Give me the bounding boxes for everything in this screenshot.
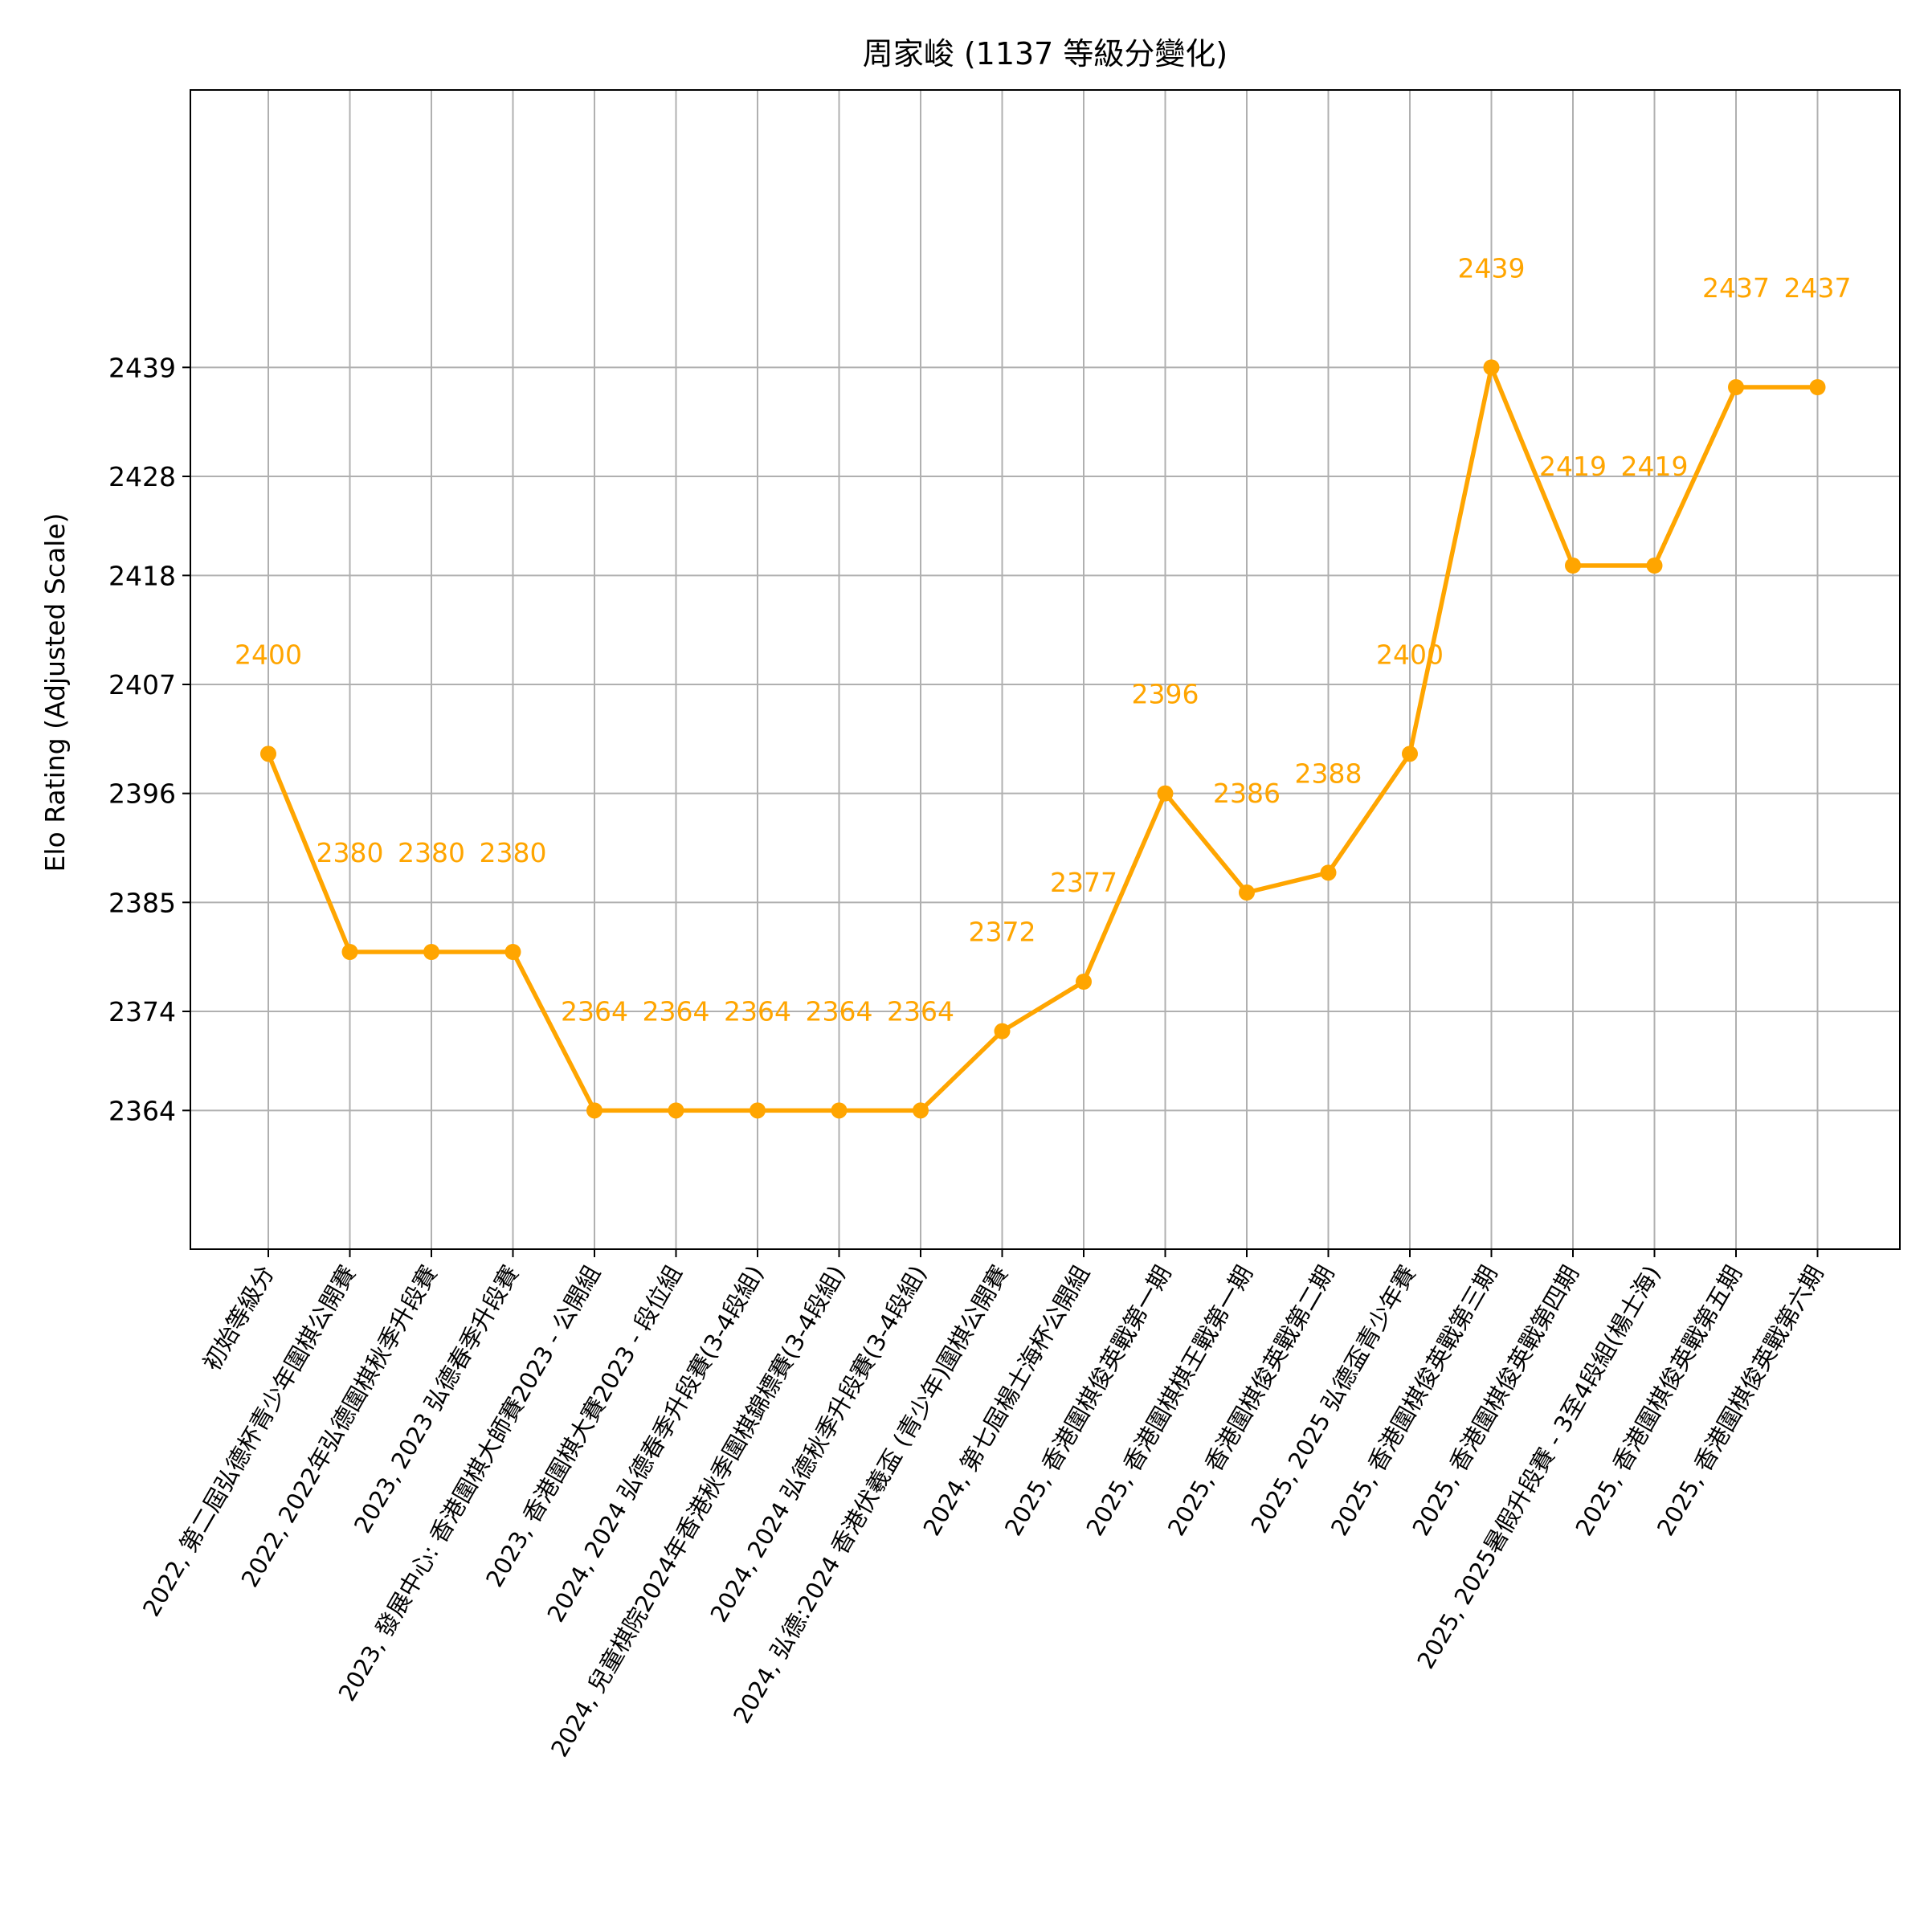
- data-label: 2380: [480, 837, 547, 868]
- x-tick-label: 初始等級分: [198, 1261, 280, 1376]
- data-label: 2364: [724, 995, 791, 1027]
- data-point: [260, 745, 276, 762]
- x-tick-label: 2025, 香港圍棋俊英戰第四期: [1407, 1261, 1584, 1541]
- data-point: [668, 1102, 684, 1119]
- data-label: 2388: [1295, 758, 1362, 789]
- data-point: [1728, 379, 1744, 395]
- series-line: [266, 365, 1818, 1113]
- y-tick-label: 2374: [108, 996, 176, 1027]
- data-label: 2364: [643, 995, 710, 1027]
- x-tick-label: 2025, 香港圍棋俊英戰第三期: [1326, 1261, 1503, 1541]
- data-label: 2396: [1132, 679, 1199, 710]
- data-label: 2400: [1376, 639, 1444, 670]
- data-label: 2380: [398, 837, 465, 868]
- y-tick-label: 2428: [108, 461, 176, 492]
- data-point: [994, 1023, 1011, 1040]
- data-label: 2372: [969, 917, 1036, 948]
- data-point: [1320, 864, 1337, 881]
- y-tick-label: 2439: [108, 352, 176, 383]
- data-label: 2400: [235, 639, 302, 670]
- x-tick-label: 2025, 香港圍棋俊英戰第六期: [1652, 1261, 1829, 1541]
- x-tick-label: 2023, 2023 弘德春季升段賽: [349, 1261, 525, 1538]
- data-label: 2437: [1784, 272, 1852, 304]
- data-label: 2364: [561, 995, 628, 1027]
- data-point: [423, 944, 439, 960]
- data-label: 2364: [887, 995, 954, 1027]
- x-tick-label: 2024, 兒童棋院2024年香港秋季圍棋錦標賽(3-4段組): [545, 1261, 850, 1762]
- y-axis-label: Elo Rating (Adjusted Scale): [39, 513, 71, 872]
- data-label: 2419: [1539, 451, 1607, 482]
- x-tick-label: 2025, 香港圍棋俊英戰第五期: [1570, 1261, 1747, 1541]
- data-label: 2377: [1050, 867, 1117, 898]
- data-point: [913, 1102, 929, 1119]
- y-tick-label: 2364: [108, 1095, 176, 1126]
- x-tick-label: 2025, 2025 弘德盃青少年賽: [1245, 1261, 1421, 1538]
- data-label: 2386: [1213, 778, 1281, 809]
- data-point: [1483, 359, 1500, 376]
- y-tick-label: 2385: [108, 887, 176, 918]
- data-point: [341, 944, 358, 960]
- y-tick-label: 2396: [108, 778, 176, 810]
- data-labels: 2400 2380 2380 2380 2364 2364 2364 2364 2364 2372…: [235, 252, 1851, 1027]
- data-point: [1565, 558, 1581, 574]
- data-point: [1239, 884, 1255, 901]
- data-label: 2437: [1702, 272, 1770, 304]
- data-point: [504, 944, 521, 960]
- x-tick-label: 2024, 第七屆楊士海杯公開組: [917, 1261, 1095, 1541]
- y-tick-label: 2407: [108, 669, 176, 701]
- data-point: [750, 1102, 766, 1119]
- chart-title: 周家峻 (1137 等級分變化): [863, 36, 1228, 71]
- data-label: 2419: [1621, 451, 1689, 482]
- grid-lines: [190, 90, 1900, 1249]
- data-point: [1157, 785, 1174, 802]
- plot-area-frame: [190, 89, 1901, 1250]
- data-point: [831, 1102, 848, 1119]
- data-point: [1076, 974, 1092, 990]
- y-tick-label: 2418: [108, 560, 176, 591]
- x-tick-label: 2025, 香港圍棋俊英戰第一期: [999, 1261, 1177, 1541]
- data-point: [1646, 558, 1663, 574]
- x-tick-label: 2025, 香港圍棋俊英戰第二期: [1162, 1261, 1340, 1541]
- data-point: [1809, 379, 1826, 395]
- data-point: [1402, 745, 1418, 762]
- x-tick-label: 2025, 香港圍棋棋王戰第一期: [1080, 1261, 1258, 1541]
- data-series: [260, 359, 1826, 1119]
- data-label: 2380: [317, 837, 384, 868]
- data-point: [586, 1102, 602, 1119]
- data-label: 2364: [806, 995, 873, 1027]
- data-label: 2439: [1458, 252, 1526, 284]
